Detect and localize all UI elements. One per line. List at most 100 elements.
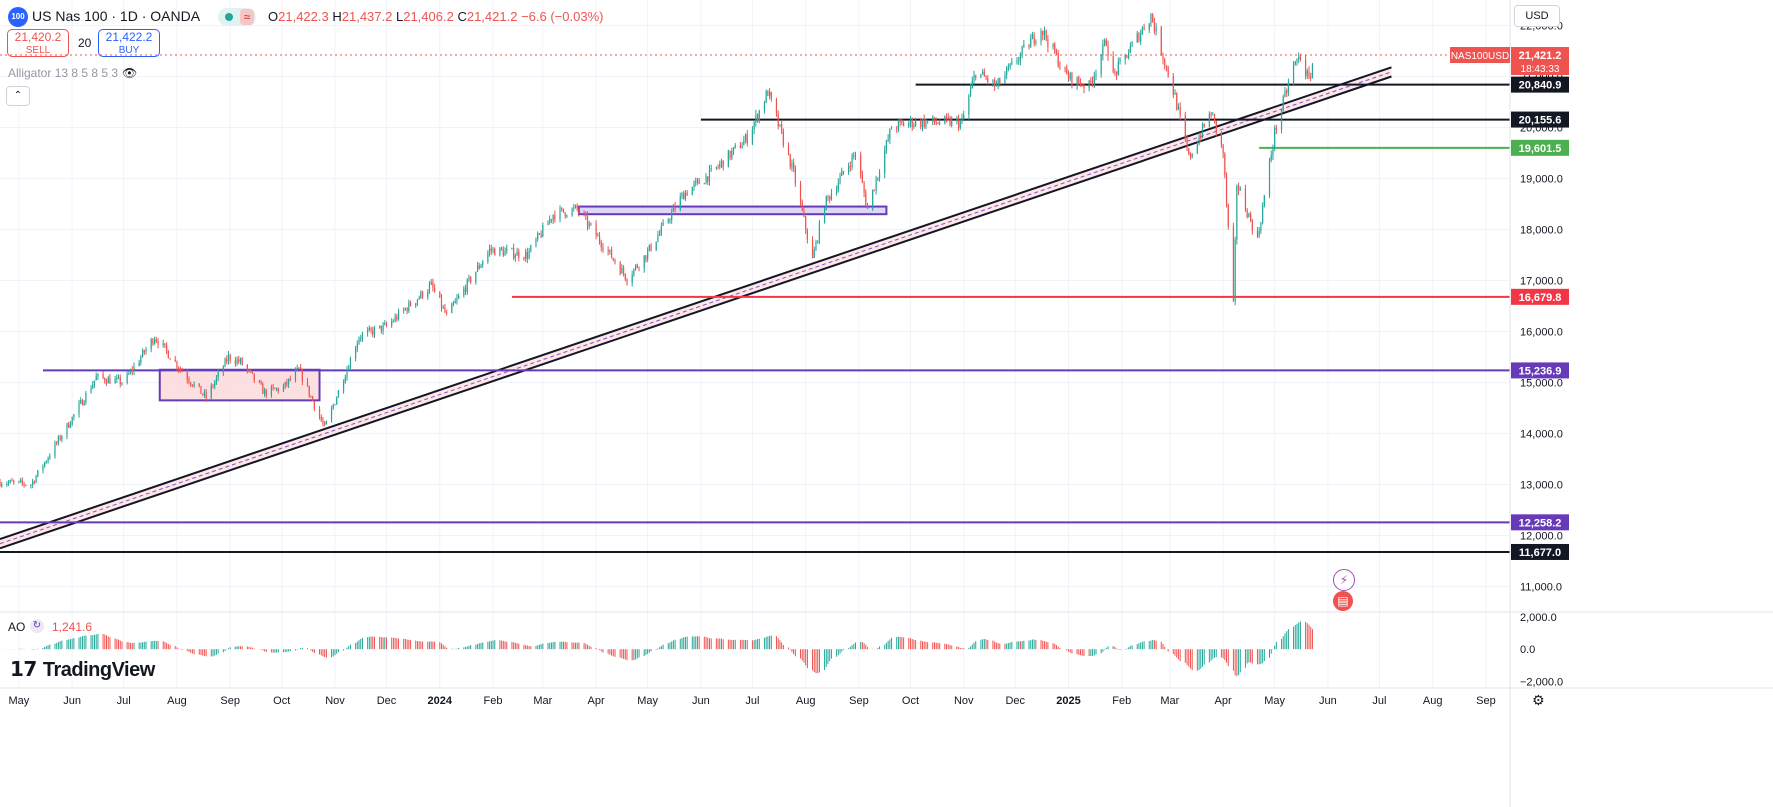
candle-body xyxy=(1284,91,1286,97)
candle-body xyxy=(1052,44,1054,47)
candle-body xyxy=(693,183,695,188)
candle-body xyxy=(1236,185,1238,240)
candle-body xyxy=(782,130,784,146)
candle-body xyxy=(200,385,202,394)
ao-settings-icon[interactable]: ↻ xyxy=(30,619,44,633)
candle-body xyxy=(1172,76,1174,95)
candle-body xyxy=(717,166,719,168)
candle-body xyxy=(1189,153,1192,157)
candle-body xyxy=(250,370,252,372)
candle-body xyxy=(626,279,628,283)
market-status[interactable]: ≈ xyxy=(218,8,256,26)
candle-body xyxy=(890,128,893,130)
candle-body xyxy=(622,267,625,274)
candle-body xyxy=(93,380,96,385)
candle-body xyxy=(23,483,25,485)
candle-body xyxy=(162,343,164,346)
x-tick-label: Mar xyxy=(533,695,552,707)
candle-body xyxy=(1275,127,1277,130)
candle-body xyxy=(827,195,829,197)
candle-body xyxy=(129,370,132,374)
candle-body xyxy=(1262,206,1264,223)
candle-body xyxy=(612,258,614,260)
candle-body xyxy=(1272,147,1274,156)
indicator-legend[interactable]: Alligator 13 8 5 8 5 3 xyxy=(8,66,119,80)
candle-body xyxy=(117,377,120,379)
candle-body xyxy=(758,110,760,121)
candle-body xyxy=(104,378,106,382)
candle-body xyxy=(81,399,84,406)
buy-button[interactable]: 21,422.2 BUY xyxy=(98,29,160,57)
candle-body xyxy=(1019,53,1022,61)
sell-button[interactable]: 21,420.2 SELL xyxy=(7,29,69,57)
candle-body xyxy=(312,396,314,402)
candle-body xyxy=(777,114,779,127)
currency-selector[interactable]: USD xyxy=(1514,5,1560,27)
candle-body xyxy=(212,385,214,387)
candle-body xyxy=(1208,113,1210,127)
candle-body xyxy=(751,129,754,144)
channel-fill xyxy=(0,67,1392,549)
candle-body xyxy=(154,339,156,344)
candle-body xyxy=(1076,77,1078,86)
eye-hidden-icon[interactable]: 👁 xyxy=(122,66,138,80)
y-tick-label: 18,000.0 xyxy=(1520,225,1563,237)
candle-body xyxy=(937,123,939,125)
candle-body xyxy=(999,78,1001,84)
candle-body xyxy=(336,397,338,405)
candle-body xyxy=(1237,185,1240,191)
tradingview-logo[interactable]: 𝟭𝟳 TradingView xyxy=(10,659,155,681)
candle-body xyxy=(210,385,212,399)
x-tick-label: 2024 xyxy=(428,695,453,707)
candle-body xyxy=(789,154,791,168)
candle-body xyxy=(1165,65,1168,68)
candle-body xyxy=(1304,59,1307,76)
candle-body xyxy=(1047,39,1049,47)
gear-icon[interactable]: ⚙ xyxy=(1532,692,1545,708)
candle-body xyxy=(681,193,683,197)
candle-body xyxy=(241,358,243,365)
candle-body xyxy=(578,208,580,213)
symbol-title[interactable]: US Nas 100 · 1D · OANDA xyxy=(32,8,201,24)
candle-body xyxy=(308,385,310,396)
candle-body xyxy=(69,424,72,428)
symbol-icon[interactable]: 100 xyxy=(8,7,28,27)
candle-body xyxy=(861,174,863,183)
candlestick-series xyxy=(0,12,1314,489)
candle-body xyxy=(765,91,767,103)
candle-body xyxy=(829,196,831,200)
candle-body xyxy=(1107,45,1109,57)
candle-body xyxy=(710,168,712,170)
candle-body xyxy=(337,390,340,398)
candle-body xyxy=(480,265,482,268)
candle-body xyxy=(1090,80,1092,82)
candle-body xyxy=(47,458,49,462)
level-price-label: 16,679.8 xyxy=(1519,292,1562,304)
candle-body xyxy=(475,271,477,283)
candle-body xyxy=(1270,155,1272,161)
candle-body xyxy=(128,373,130,375)
candle-body xyxy=(356,343,358,349)
candle-body xyxy=(150,339,152,350)
ao-title[interactable]: AO xyxy=(8,620,26,634)
candle-body xyxy=(487,252,489,262)
candle-body xyxy=(167,350,169,359)
candle-body xyxy=(1213,114,1216,121)
candle-body xyxy=(650,244,652,251)
candle-body xyxy=(585,214,587,216)
collapse-legend-button[interactable]: ⌃ xyxy=(6,86,30,106)
candle-body xyxy=(571,208,573,216)
candle-body xyxy=(1298,56,1300,59)
candle-body xyxy=(85,392,87,403)
candle-body xyxy=(657,235,659,242)
candle-body xyxy=(959,121,961,128)
us-flag-event-icon[interactable]: ▤ xyxy=(1333,591,1353,611)
candle-body xyxy=(561,208,563,210)
candle-body xyxy=(899,121,901,123)
lightning-event-icon[interactable]: ⚡ xyxy=(1333,569,1355,591)
candle-body xyxy=(947,117,949,119)
candle-body xyxy=(992,80,994,83)
candle-body xyxy=(492,248,494,251)
candle-body xyxy=(253,373,255,381)
